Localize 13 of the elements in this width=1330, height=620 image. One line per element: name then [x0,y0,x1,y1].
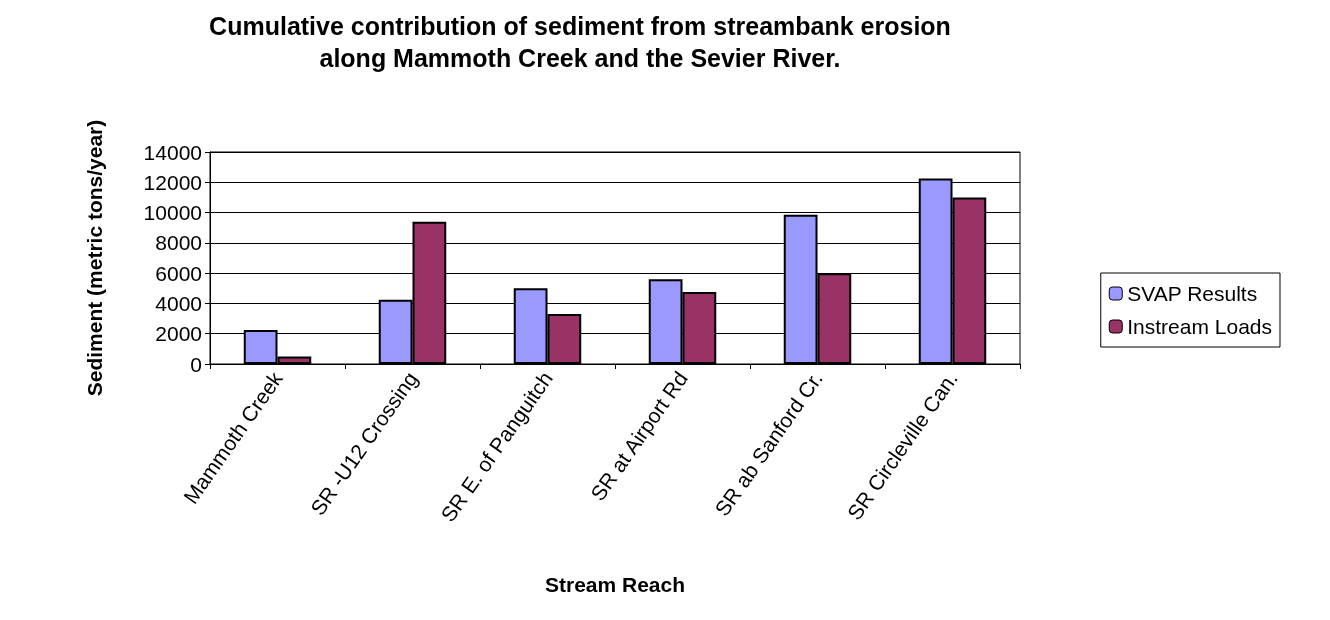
y-tick-label: 4000 [155,291,202,315]
y-axis-title: Sediment (metric tons/year) [83,119,106,397]
legend-label: SVAP Results [1127,282,1258,305]
y-tick-label: 14000 [143,140,202,164]
y-tick-label: 0 [190,352,202,376]
y-tick-label: 8000 [155,231,202,255]
legend-label: Instream Loads [1127,315,1273,338]
y-tick-label: 6000 [155,261,202,285]
y-tick-label: 10000 [143,201,202,225]
x-axis-title: Stream Reach [544,573,686,596]
y-tick-label: 2000 [155,322,202,346]
y-tick-label: 12000 [143,170,202,194]
chart-title: Cumulative contribution of sediment from streambank erosion along Mammoth Creek and the Sevier River. [209,12,951,72]
